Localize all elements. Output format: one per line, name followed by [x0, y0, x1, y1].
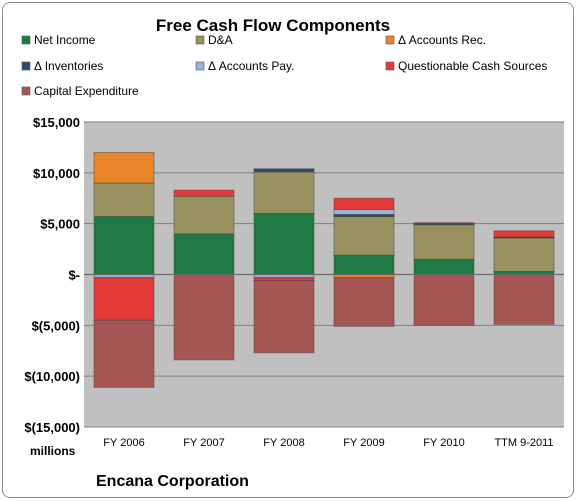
legend-swatch-questionable-cash-sources: [385, 61, 395, 71]
bar-questionable-cash-sources-fy-2010: [413, 222, 475, 225]
legend-label-delta-accounts-rec: Δ Accounts Rec.: [398, 33, 486, 47]
bar-net-income-fy-2006: [93, 216, 155, 276]
y-tick-label: $(15,000): [24, 420, 80, 435]
y-tick-label: $10,000: [33, 166, 80, 181]
legend-label-d-a: D&A: [208, 33, 233, 47]
bar-net-income-fy-2007: [173, 233, 235, 275]
x-tick-label: FY 2007: [183, 437, 224, 449]
bar-capital-expenditure-fy-2010: [413, 274, 475, 326]
x-tick-label: FY 2009: [343, 437, 384, 449]
y-tick-label: $(10,000): [24, 369, 80, 384]
x-tick-label: FY 2010: [423, 437, 464, 449]
legend-swatch-d-a: [195, 35, 205, 45]
bar-questionable-cash-sources-ttm-9-2011: [493, 230, 555, 238]
bar-capital-expenditure-fy-2009: [333, 277, 395, 327]
y-axis: $15,000 $10,000 $5,000 $- $(5,000) $(10,000) $…: [24, 115, 80, 435]
bar-net-income-fy-2008: [253, 213, 315, 275]
bar-capital-expenditure-fy-2006: [93, 319, 155, 388]
legend-swatch-delta-accounts-rec: [385, 35, 395, 45]
bar-delta-accounts-pay-fy-2009: [333, 208, 395, 216]
legend-swatch-capital-expenditure: [21, 86, 31, 96]
bar-d-a-fy-2008: [253, 171, 315, 214]
legend-label-delta-inventories: Δ Inventories: [34, 59, 103, 73]
bar-d-a-ttm-9-2011: [493, 237, 555, 272]
legend-swatch-delta-accounts-pay: [195, 61, 205, 71]
bar-d-a-fy-2009: [333, 216, 395, 256]
bar-capital-expenditure-fy-2007: [173, 274, 235, 361]
legend-swatch-delta-inventories: [21, 61, 31, 71]
company-label: Encana Corporation: [96, 473, 249, 490]
bar-questionable-cash-sources-fy-2008: [253, 277, 315, 282]
legend-label-delta-accounts-pay: Δ Accounts Pay.: [208, 59, 295, 73]
x-tick-label: TTM 9-2011: [494, 437, 553, 449]
y-tick-label: $(5,000): [32, 318, 80, 333]
bar-capital-expenditure-ttm-9-2011: [493, 274, 555, 325]
bar-delta-inventories-fy-2008: [253, 168, 315, 173]
y-tick-label: $-: [68, 268, 80, 283]
bar-d-a-fy-2006: [93, 182, 155, 218]
bar-d-a-fy-2010: [413, 224, 475, 260]
legend-label-capital-expenditure: Capital Expenditure: [34, 84, 139, 98]
legend-swatch-net-income: [21, 35, 31, 45]
bar-capital-expenditure-fy-2008: [253, 280, 315, 354]
legend-label-net-income: Net Income: [34, 33, 96, 47]
plot-area: [84, 121, 564, 428]
bar-delta-accounts-rec-fy-2006: [93, 152, 155, 184]
bar-net-income-fy-2009: [333, 254, 395, 275]
x-tick-label: FY 2008: [263, 437, 304, 449]
legend-label-questionable-cash-sources: Questionable Cash Sources: [398, 59, 547, 73]
bar-questionable-cash-sources-fy-2009: [333, 197, 395, 210]
chart-title: Free Cash Flow Components: [156, 16, 390, 35]
x-tick-label: FY 2006: [103, 437, 144, 449]
y-tick-label: $5,000: [40, 217, 80, 232]
unit-label: millions: [30, 444, 76, 458]
bar-questionable-cash-sources-fy-2007: [173, 189, 235, 197]
x-axis: FY 2006 FY 2007 FY 2008 FY 2009 FY 2010 TTM 9…: [103, 437, 553, 449]
bar-d-a-fy-2007: [173, 195, 235, 235]
bar-questionable-cash-sources-fy-2006: [93, 277, 155, 321]
legend: Net Income D&A Δ Accounts Rec. Δ Inventorie…: [21, 33, 547, 98]
bar-net-income-fy-2010: [413, 258, 475, 275]
bar-delta-inventories-fy-2010: [413, 223, 475, 226]
y-tick-label: $15,000: [33, 115, 80, 130]
